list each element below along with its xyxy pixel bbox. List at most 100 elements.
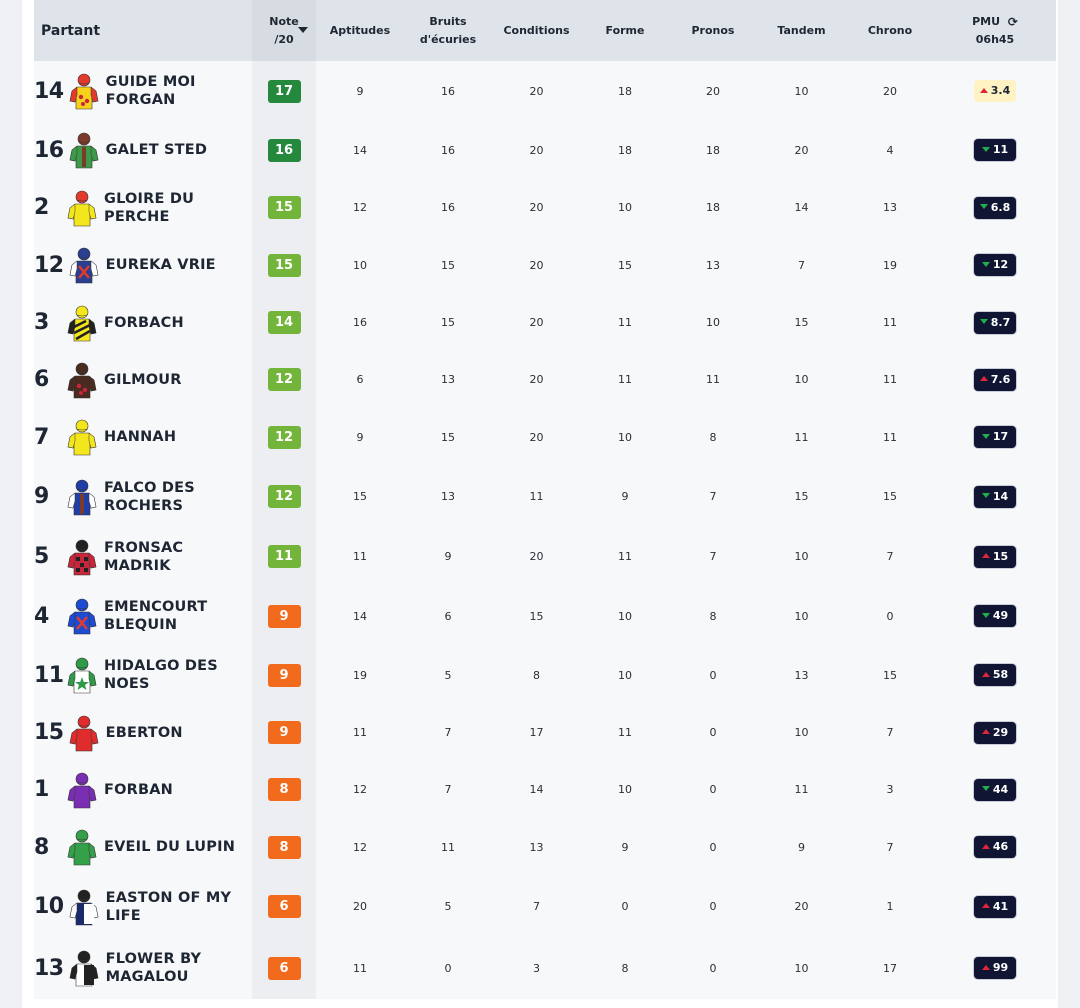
cell-bruits: 7 [444,783,452,796]
table-row[interactable]: 1 FORBAN 8 12 7 14 10 0 11 3 44 [34,761,1056,818]
pmu-odds-badge[interactable]: 6.8 [973,196,1017,219]
cell-note: 8 [252,761,316,818]
table-row[interactable]: 10 EASTON OF MY LIFE 6 20 5 7 0 0 20 1 41 [34,876,1056,937]
horse-name[interactable]: EMENCOURT BLEQUIN [104,598,207,634]
cell-aptitudes: 9 [356,84,364,98]
header-pronos[interactable]: Pronos [669,0,757,61]
cell-aptitudes: 10 [353,258,367,272]
header-forme[interactable]: Forme [581,0,669,61]
header-bruits-line2: d'écuries [419,32,477,46]
table-row[interactable]: 4 EMENCOURT BLEQUIN 9 14 6 15 10 8 10 0 49 [34,586,1056,646]
table-row[interactable]: 2 GLOIRE DU PERCHE 15 12 16 20 10 18 14 13 6.8 [34,179,1056,236]
pmu-odds-badge[interactable]: 11 [974,139,1016,161]
arrow-down-icon [981,433,990,439]
pmu-odds-badge[interactable]: 15 [974,545,1016,568]
runner-number: 14 [34,78,64,104]
pmu-odds-badge[interactable]: 17 [974,426,1016,448]
pmu-odds-badge[interactable]: 44 [974,778,1016,801]
table-row[interactable]: 13 FLOWER BY MAGALOU 6 11 0 3 8 0 10 17 99 [34,937,1056,999]
table-row[interactable]: 3 FORBACH 14 16 15 20 11 10 15 11 8.7 [34,294,1056,351]
horse-name[interactable]: EUREKA VRIE [106,256,216,274]
cell-pmu: 15 [934,527,1056,586]
cell-pmu: 29 [934,704,1056,761]
header-pmu[interactable]: PMU ⟳ 06h45 [934,0,1056,61]
pmu-odds-badge[interactable]: 7.6 [973,368,1017,391]
table-row[interactable]: 8 EVEIL DU LUPIN 8 12 11 13 9 0 9 7 46 [34,818,1056,876]
horse-name[interactable]: GALET STED [106,141,207,159]
horse-name[interactable]: GILMOUR [104,371,182,389]
table-row[interactable]: 16 GALET STED 16 14 16 20 18 18 20 4 11 [34,121,1056,179]
pmu-odds-badge[interactable]: 12 [974,254,1016,276]
pmu-odds-badge[interactable]: 8.7 [973,311,1017,334]
pmu-odds-badge[interactable]: 58 [974,664,1016,686]
cell-aptitudes: 12 [353,201,367,214]
table-row[interactable]: 15 EBERTON 9 11 7 17 11 0 10 7 29 [34,704,1056,761]
horse-name[interactable]: EVEIL DU LUPIN [104,838,235,856]
note-badge: 9 [267,663,301,687]
table-row[interactable]: 11 HIDALGO DES NOES 9 19 5 8 10 0 13 15 58 [34,646,1056,704]
pmu-odds-badge[interactable]: 49 [974,605,1016,627]
cell-conditions: 8 [533,668,540,682]
header-conditions[interactable]: Conditions [492,0,581,61]
pmu-odds-badge[interactable]: 14 [974,485,1016,508]
header-note[interactable]: Note /20 [252,0,316,61]
table-row[interactable]: 6 GILMOUR 12 6 13 20 11 11 10 11 7.6 [34,351,1056,408]
cell-forme: 18 [618,84,632,98]
pmu-odds-value: 12 [992,258,1009,271]
pmu-odds-badge[interactable]: 41 [974,895,1016,918]
pmu-odds-badge[interactable]: 46 [974,836,1016,858]
table-row[interactable]: 5 FRONSAC MADRIK 11 11 9 20 11 7 10 7 15 [34,527,1056,586]
horse-name[interactable]: FLOWER BY MAGALOU [106,950,202,986]
cell-conditions: 20 [529,373,544,386]
pmu-odds-badge[interactable]: 3.4 [973,80,1017,102]
refresh-icon[interactable]: ⟳ [1007,14,1018,29]
cell-chrono: 11 [883,430,897,444]
horse-name-line: FALCO DES [104,479,195,496]
horse-name[interactable]: HIDALGO DES NOES [104,657,252,693]
horse-name[interactable]: FORBAN [104,781,173,799]
cell-chrono: 7 [886,726,894,739]
header-partant[interactable]: Partant [34,0,252,61]
table-row[interactable]: 9 FALCO DES ROCHERS 12 15 13 11 9 7 15 15 14 [34,466,1056,527]
horse-name[interactable]: EBERTON [106,724,183,742]
table-row[interactable]: 14 GUIDE MOI FORGAN 17 9 16 20 18 20 10 20 3.4 [34,61,1056,121]
horse-name[interactable]: FRONSAC MADRIK [104,539,252,575]
cell-conditions: 11 [529,490,544,503]
jockey-silk-icon [64,360,100,400]
cell-forme: 9 [621,490,629,503]
horse-name[interactable]: HANNAH [104,428,176,446]
note-badge: 12 [267,425,301,449]
horse-name[interactable]: GUIDE MOI FORGAN [106,73,196,109]
arrow-down-icon [981,261,990,267]
table-row[interactable]: 7 HANNAH 12 9 15 20 10 8 11 11 17 [34,408,1056,466]
cell-pronos: 0 [709,900,717,913]
header-bruits-line1: Bruits [429,14,467,28]
jockey-silk-icon [66,948,102,988]
cell-note: 14 [252,294,316,351]
cell-partant: 2 GLOIRE DU PERCHE [34,179,252,236]
pmu-odds-badge[interactable]: 29 [974,721,1016,744]
header-bruits[interactable]: Bruits d'écuries [404,0,492,61]
cell-pmu: 14 [934,466,1056,527]
horse-name[interactable]: GLOIRE DU PERCHE [104,190,252,226]
sort-descending-icon[interactable] [298,27,308,33]
header-chrono[interactable]: Chrono [846,0,934,61]
header-aptitudes[interactable]: Aptitudes [316,0,404,61]
cell-partant: 7 HANNAH [34,408,252,466]
cell-pronos: 8 [709,430,717,444]
cell-aptitudes: 14 [353,609,367,623]
horse-name[interactable]: FORBACH [104,314,184,332]
table-row[interactable]: 12 EUREKA VRIE 15 10 15 20 15 13 7 19 12 [34,236,1056,294]
horse-name[interactable]: EASTON OF MY LIFE [106,889,232,925]
jockey-silk-icon [64,417,100,457]
horse-name-line: EASTON OF MY [105,889,232,906]
pmu-odds-badge[interactable]: 99 [974,957,1016,979]
cell-partant: 12 EUREKA VRIE [34,236,252,294]
horse-name[interactable]: FALCO DES ROCHERS [104,479,195,515]
cell-partant: 8 EVEIL DU LUPIN [34,818,252,876]
cell-aptitudes: 20 [353,900,367,913]
cell-tandem: 15 [794,316,809,329]
header-note-label: Note [269,14,299,28]
header-tandem[interactable]: Tandem [757,0,846,61]
cell-bruits: 15 [441,430,455,444]
